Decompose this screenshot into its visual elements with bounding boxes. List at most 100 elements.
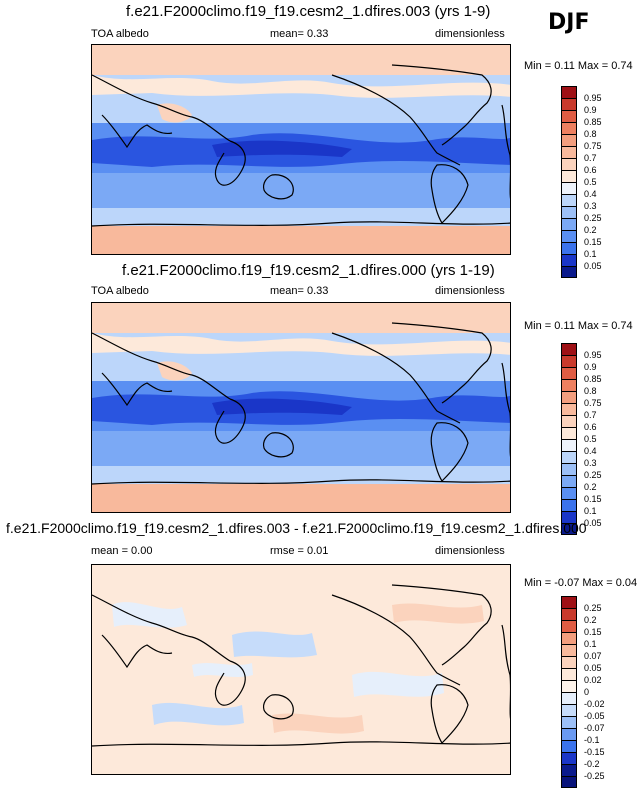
colorbar-label: 0.25	[584, 603, 602, 613]
colorbar-swatch	[561, 194, 577, 206]
colorbar-label: -0.25	[584, 771, 605, 781]
field-pos-anom	[272, 713, 364, 734]
colorbar-swatch	[561, 343, 577, 355]
panel2-map	[91, 302, 511, 513]
colorbar-swatch	[561, 740, 577, 752]
colorbar-swatch	[561, 692, 577, 704]
colorbar-swatch	[561, 451, 577, 463]
colorbar-swatch	[561, 668, 577, 680]
colorbar-swatch	[561, 644, 577, 656]
panel1-map-svg	[92, 45, 510, 254]
colorbar-label: 0.1	[584, 249, 597, 259]
colorbar-label: 0.15	[584, 494, 602, 504]
colorbar-label: 0.3	[584, 201, 597, 211]
colorbar-swatch	[561, 379, 577, 391]
colorbar-label: 0.2	[584, 482, 597, 492]
panel3-units-label: dimensionless	[435, 545, 505, 557]
colorbar-swatch	[561, 463, 577, 475]
colorbar-label: 0.25	[584, 470, 602, 480]
panel1-units-label: dimensionless	[435, 28, 505, 40]
colorbar-swatch	[561, 158, 577, 170]
field-arctic	[92, 303, 510, 333]
panel2-coastlines	[92, 322, 510, 485]
field-neg-anom	[112, 602, 187, 628]
colorbar-label: 0.8	[584, 386, 597, 396]
field-south-mid	[92, 431, 510, 466]
panel1-coastlines	[92, 64, 510, 227]
colorbar-swatch	[561, 439, 577, 451]
colorbar-label: 0.2	[584, 615, 597, 625]
field-neg-anom	[152, 702, 244, 726]
colorbar-swatch	[561, 620, 577, 632]
colorbar-swatch	[561, 182, 577, 194]
colorbar-swatch	[561, 86, 577, 98]
colorbar-label: 0.07	[584, 651, 602, 661]
field-north-mid	[92, 333, 510, 356]
colorbar-label: -0.1	[584, 735, 600, 745]
panel1-title: f.e21.F2000climo.f19_f19.cesm2_1.dfires.…	[126, 3, 491, 20]
colorbar-label: 0.8	[584, 129, 597, 139]
colorbar-label: 0.1	[584, 639, 597, 649]
colorbar-label: -0.02	[584, 699, 605, 709]
colorbar-swatch	[561, 98, 577, 110]
colorbar-label: 0.75	[584, 398, 602, 408]
field-deep-ocean-2	[212, 140, 352, 157]
panel1-mean-label: mean= 0.33	[270, 28, 329, 40]
colorbar-swatch	[561, 218, 577, 230]
colorbar-label: 0.5	[584, 434, 597, 444]
season-label: DJF	[548, 10, 590, 35]
colorbar-swatch	[561, 254, 577, 266]
colorbar-swatch	[561, 415, 577, 427]
colorbar-swatch	[561, 596, 577, 608]
colorbar-label: 0.05	[584, 261, 602, 271]
panel3-colorbar-labels: 0.25 0.2 0.15 0.1 0.07 0.05 0.02 0 -0.02…	[584, 603, 605, 788]
colorbar-label: -0.07	[584, 723, 605, 733]
colorbar-swatch	[561, 523, 577, 535]
colorbar-label: 0.05	[584, 518, 602, 528]
colorbar-swatch	[561, 656, 577, 668]
colorbar-swatch	[561, 499, 577, 511]
colorbar-label: 0.3	[584, 458, 597, 468]
colorbar-swatch	[561, 487, 577, 499]
colorbar-swatch	[561, 704, 577, 716]
field-neg-anom	[232, 631, 317, 658]
colorbar-swatch	[561, 403, 577, 415]
panel3-map-svg	[92, 565, 510, 774]
colorbar-label: 0.02	[584, 675, 602, 685]
colorbar-label: -0.15	[584, 747, 605, 757]
colorbar-label: 0.85	[584, 374, 602, 384]
field-neg-anom	[192, 663, 253, 677]
colorbar-label: 0.95	[584, 350, 602, 360]
field-arctic	[92, 45, 510, 75]
colorbar-swatch	[561, 242, 577, 254]
colorbar-label: -0.2	[584, 759, 600, 769]
colorbar-label: 0.9	[584, 105, 597, 115]
colorbar-swatch	[561, 632, 577, 644]
field-neg-anom	[352, 671, 444, 697]
colorbar-label: 0.15	[584, 627, 602, 637]
field-pos-anom	[392, 603, 484, 624]
colorbar-swatch	[561, 680, 577, 692]
colorbar-label: 0	[584, 687, 590, 697]
panel2-mean-label: mean= 0.33	[270, 285, 329, 297]
panel2-map-svg	[92, 303, 510, 512]
panel3-rmse-label: rmse = 0.01	[270, 545, 329, 557]
colorbar-label: 0.5	[584, 177, 597, 187]
field-south-belt	[92, 466, 510, 484]
colorbar-label: 0.95	[584, 93, 602, 103]
colorbar-label: 0.6	[584, 165, 597, 175]
colorbar-swatch	[561, 391, 577, 403]
panel1-variable-label: TOA albedo	[91, 28, 149, 40]
colorbar-label: -0.05	[584, 711, 605, 721]
colorbar-label: 0.25	[584, 213, 602, 223]
field-deep-ocean-2	[212, 398, 352, 415]
colorbar-label: 0.15	[584, 237, 602, 247]
colorbar-swatch	[561, 716, 577, 728]
colorbar-swatch	[561, 146, 577, 158]
panel2-variable-label: TOA albedo	[91, 285, 149, 297]
panel1-colorbar-labels: 0.95 0.9 0.85 0.8 0.75 0.7 0.6 0.5 0.4 0…	[584, 93, 602, 278]
colorbar-label: 0.6	[584, 422, 597, 432]
panel2-colorbar	[561, 343, 577, 535]
colorbar-swatch	[561, 728, 577, 740]
colorbar-swatch	[561, 170, 577, 182]
